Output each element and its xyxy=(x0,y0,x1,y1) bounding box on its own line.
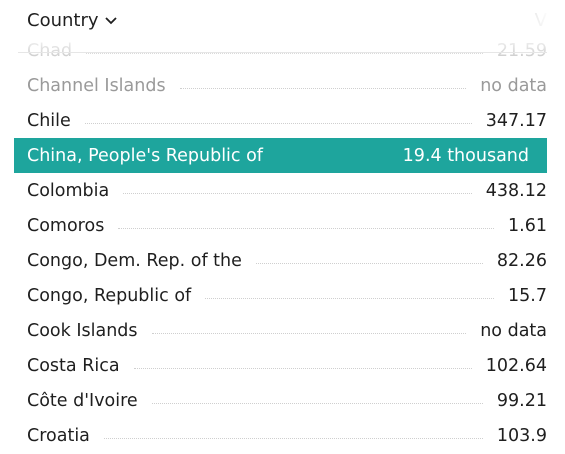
list-item-congo-dem-rep[interactable]: Congo, Dem. Rep. of the 82.26 xyxy=(0,243,565,278)
list-item-channel-islands[interactable]: Channel Islands no data xyxy=(0,68,565,103)
leader-dots xyxy=(151,403,483,404)
country-value: no data xyxy=(480,320,547,341)
country-name: Chile xyxy=(27,110,71,131)
country-value: 99.21 xyxy=(496,390,547,411)
leader-dots xyxy=(118,228,495,229)
list-item-china-selected[interactable]: China, People's Republic of 19.4 thousan… xyxy=(14,138,547,173)
country-name: Colombia xyxy=(27,180,110,201)
header-divider xyxy=(18,52,547,53)
list-item-croatia[interactable]: Croatia 103.9 xyxy=(0,418,565,453)
list-item-chile[interactable]: Chile 347.17 xyxy=(0,103,565,138)
leader-dots xyxy=(133,368,472,369)
chevron-down-icon xyxy=(104,17,117,25)
country-name: Côte d'Ivoire xyxy=(27,390,138,411)
leader-dots xyxy=(205,298,495,299)
country-name: Chad xyxy=(27,40,73,61)
leader-dots xyxy=(123,193,472,194)
country-name: China, People's Republic of xyxy=(27,145,263,166)
list-item-comoros[interactable]: Comoros 1.61 xyxy=(0,208,565,243)
sort-value-label: V xyxy=(534,10,547,31)
country-value: 15.7 xyxy=(508,285,547,306)
country-value: 21.59 xyxy=(496,40,547,61)
country-value: 82.26 xyxy=(496,250,547,271)
list-item-cook-islands[interactable]: Cook Islands no data xyxy=(0,313,565,348)
leader-dots xyxy=(86,53,483,54)
leader-dots xyxy=(84,123,472,124)
leader-dots xyxy=(179,88,467,89)
list-item-congo-republic[interactable]: Congo, Republic of 15.7 xyxy=(0,278,565,313)
sort-country-label: Country xyxy=(27,10,99,31)
sort-by-country-button[interactable]: Country xyxy=(27,9,117,33)
country-value: 19.4 thousand xyxy=(402,145,529,166)
country-name: Comoros xyxy=(27,215,105,236)
country-name: Croatia xyxy=(27,425,90,446)
sort-by-value-button[interactable]: V xyxy=(507,9,547,33)
country-list: Chad 21.59 Channel Islands no data Chile… xyxy=(0,33,565,453)
country-name: Congo, Republic of xyxy=(27,285,192,306)
country-name: Congo, Dem. Rep. of the xyxy=(27,250,242,271)
country-name: Costa Rica xyxy=(27,355,120,376)
list-header: Country V xyxy=(0,0,565,40)
list-item-cote-divoire[interactable]: Côte d'Ivoire 99.21 xyxy=(0,383,565,418)
leader-dots xyxy=(255,263,483,264)
country-value: no data xyxy=(480,75,547,96)
country-name: Cook Islands xyxy=(27,320,138,341)
country-value: 103.9 xyxy=(496,425,547,446)
leader-dots xyxy=(151,333,467,334)
leader-dots xyxy=(103,438,483,439)
country-value: 1.61 xyxy=(508,215,547,236)
list-item-colombia[interactable]: Colombia 438.12 xyxy=(0,173,565,208)
country-name: Channel Islands xyxy=(27,75,166,96)
country-value: 438.12 xyxy=(485,180,547,201)
list-item-costa-rica[interactable]: Costa Rica 102.64 xyxy=(0,348,565,383)
country-value: 347.17 xyxy=(485,110,547,131)
country-value: 102.64 xyxy=(485,355,547,376)
